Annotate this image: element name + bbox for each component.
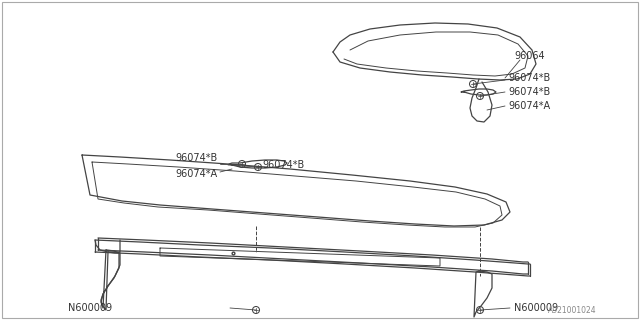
Text: 96074*A: 96074*A (175, 169, 217, 179)
Text: 96074*B: 96074*B (262, 160, 304, 170)
Text: 96074*A: 96074*A (508, 101, 550, 111)
Text: 96074*B: 96074*B (508, 73, 550, 83)
Text: 96074*B: 96074*B (508, 87, 550, 97)
Text: N600009: N600009 (514, 303, 558, 313)
Text: 96074*B: 96074*B (175, 153, 217, 163)
Text: 96064: 96064 (514, 51, 545, 61)
Text: N600009: N600009 (68, 303, 112, 313)
Text: A921001024: A921001024 (548, 306, 596, 315)
